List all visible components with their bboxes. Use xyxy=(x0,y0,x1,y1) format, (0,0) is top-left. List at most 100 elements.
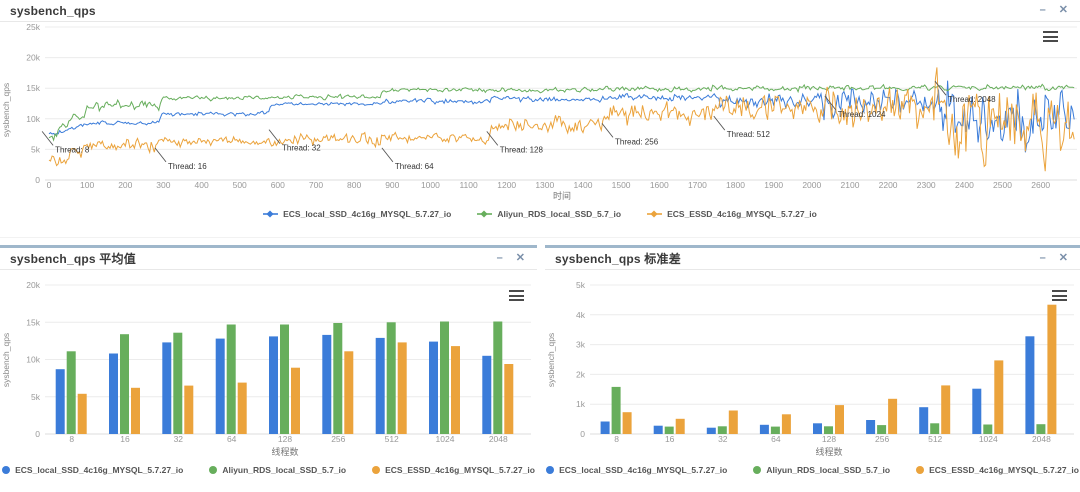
svg-text:0: 0 xyxy=(35,175,40,185)
chart-menu-icon[interactable] xyxy=(1052,290,1067,301)
legend-line-marker-icon xyxy=(477,210,493,218)
svg-text:512: 512 xyxy=(928,434,942,444)
legend-label: Aliyun_RDS_local_SSD_5.7_io xyxy=(497,209,622,219)
svg-text:10k: 10k xyxy=(26,355,40,365)
svg-text:2k: 2k xyxy=(576,369,586,379)
svg-text:2048: 2048 xyxy=(489,434,508,444)
svg-text:Thread: 256: Thread: 256 xyxy=(615,137,659,146)
legend-label: ECS_local_SSD_4c16g_MYSQL_5.7.27_io xyxy=(283,209,452,219)
svg-text:256: 256 xyxy=(875,434,889,444)
svg-text:时间: 时间 xyxy=(553,190,571,201)
svg-text:1100: 1100 xyxy=(459,180,478,190)
svg-text:Thread: 32: Thread: 32 xyxy=(282,144,321,153)
svg-text:2000: 2000 xyxy=(802,180,821,190)
minimize-icon[interactable]: – xyxy=(1039,252,1046,264)
svg-text:线程数: 线程数 xyxy=(815,446,842,457)
svg-text:4k: 4k xyxy=(576,310,586,320)
legend-item: ECS_ESSD_4c16g_MYSQL_5.7.27_io xyxy=(647,209,817,219)
bar-chart-average-canvas[interactable]: 0 5k 10k 15k 20k sysbench_qps 8 16 32 64 128 256 512… xyxy=(0,270,537,460)
svg-text:1500: 1500 xyxy=(612,180,631,190)
svg-text:Thread: 512: Thread: 512 xyxy=(727,130,771,139)
svg-text:Thread: 16: Thread: 16 xyxy=(168,162,207,171)
panel-title-average: sysbench_qps 平均值 xyxy=(10,252,136,266)
svg-text:64: 64 xyxy=(771,434,781,444)
svg-text:16: 16 xyxy=(120,434,130,444)
legend-item: ECS_ESSD_4c16g_MYSQL_5.7.27_io xyxy=(916,465,1079,475)
panel-header-stddev: sysbench_qps 标准差 – ✕ xyxy=(545,248,1080,270)
svg-text:900: 900 xyxy=(385,180,399,190)
close-icon[interactable]: ✕ xyxy=(1058,4,1068,16)
panel-window-controls: – ✕ xyxy=(1040,5,1068,16)
svg-text:512: 512 xyxy=(385,434,399,444)
legend-item: ECS_ESSD_4c16g_MYSQL_5.7.27_io xyxy=(372,465,535,475)
svg-text:20k: 20k xyxy=(26,53,40,63)
legend-point-icon xyxy=(916,466,925,474)
svg-text:Thread: 2048: Thread: 2048 xyxy=(948,95,996,104)
svg-text:2300: 2300 xyxy=(917,180,936,190)
svg-text:2500: 2500 xyxy=(993,180,1012,190)
svg-text:20k: 20k xyxy=(26,280,40,290)
close-icon[interactable]: ✕ xyxy=(1058,252,1068,264)
svg-text:1k: 1k xyxy=(576,399,586,409)
legend-point-icon xyxy=(546,466,555,474)
close-icon[interactable]: ✕ xyxy=(515,252,525,264)
svg-text:128: 128 xyxy=(822,434,836,444)
svg-text:800: 800 xyxy=(347,180,361,190)
svg-text:400: 400 xyxy=(195,180,209,190)
svg-text:Thread: 128: Thread: 128 xyxy=(500,145,544,154)
svg-text:2048: 2048 xyxy=(1032,434,1051,444)
bar-chart-stddev-canvas[interactable]: 0 1k 2k 3k 4k 5k sysbench_qps 8 16 32 64 128 256 512 1… xyxy=(545,270,1080,460)
svg-text:0: 0 xyxy=(35,429,40,439)
svg-text:1800: 1800 xyxy=(726,180,745,190)
svg-text:25k: 25k xyxy=(26,22,40,32)
svg-text:Thread: 64: Thread: 64 xyxy=(395,162,434,171)
svg-text:Thread: 8: Thread: 8 xyxy=(55,145,90,154)
legend-label: ECS_ESSD_4c16g_MYSQL_5.7.27_io xyxy=(929,465,1079,475)
bar-chart-stddev-legend: ECS_local_SSD_4c16g_MYSQL_5.7.27_io Aliyu… xyxy=(545,460,1080,480)
legend-point-icon xyxy=(2,466,11,474)
svg-text:32: 32 xyxy=(174,434,184,444)
legend-label: ECS_local_SSD_4c16g_MYSQL_5.7.27_io xyxy=(15,465,184,475)
legend-item: ECS_local_SSD_4c16g_MYSQL_5.7.27_io xyxy=(2,465,183,475)
legend-item: Aliyun_RDS_local_SSD_5.7_io xyxy=(209,465,346,475)
legend-point-icon xyxy=(753,466,762,474)
minimize-icon[interactable]: – xyxy=(496,252,503,264)
legend-item: ECS_local_SSD_4c16g_MYSQL_5.7.27_io xyxy=(263,209,451,219)
line-chart-canvas[interactable]: 0 5k 10k 15k 20k 25k sysbench_qps 0 100 200 300 400… xyxy=(0,22,1080,204)
svg-text:1600: 1600 xyxy=(650,180,669,190)
panel-header-average: sysbench_qps 平均值 – ✕ xyxy=(0,248,537,270)
svg-text:1300: 1300 xyxy=(535,180,554,190)
svg-text:2100: 2100 xyxy=(841,180,860,190)
svg-text:1200: 1200 xyxy=(497,180,516,190)
legend-line-marker-icon xyxy=(263,210,279,218)
svg-text:0: 0 xyxy=(47,180,52,190)
legend-label: Aliyun_RDS_local_SSD_5.7_io xyxy=(222,465,347,475)
svg-text:600: 600 xyxy=(271,180,285,190)
svg-text:128: 128 xyxy=(278,434,292,444)
svg-text:32: 32 xyxy=(718,434,728,444)
svg-text:sysbench_qps: sysbench_qps xyxy=(546,333,556,387)
chart-menu-icon[interactable] xyxy=(509,290,524,301)
svg-text:1900: 1900 xyxy=(764,180,783,190)
svg-text:10k: 10k xyxy=(26,114,40,124)
svg-text:5k: 5k xyxy=(576,280,586,290)
svg-text:300: 300 xyxy=(156,180,170,190)
svg-text:1000: 1000 xyxy=(421,180,440,190)
panel-window-controls: – ✕ xyxy=(1040,253,1068,264)
svg-text:2400: 2400 xyxy=(955,180,974,190)
svg-text:5k: 5k xyxy=(31,144,41,154)
minimize-icon[interactable]: – xyxy=(1039,4,1046,16)
legend-label: ECS_ESSD_4c16g_MYSQL_5.7.27_io xyxy=(667,209,817,219)
svg-text:sysbench_qps: sysbench_qps xyxy=(1,83,11,137)
svg-text:16: 16 xyxy=(665,434,675,444)
svg-text:200: 200 xyxy=(118,180,132,190)
legend-item: Aliyun_RDS_local_SSD_5.7_io xyxy=(477,209,621,219)
svg-text:0: 0 xyxy=(580,429,585,439)
svg-text:500: 500 xyxy=(233,180,247,190)
svg-text:1700: 1700 xyxy=(688,180,707,190)
legend-item: Aliyun_RDS_local_SSD_5.7_io xyxy=(753,465,890,475)
line-chart-legend: ECS_local_SSD_4c16g_MYSQL_5.7.27_io Aliyu… xyxy=(0,204,1080,224)
svg-text:700: 700 xyxy=(309,180,323,190)
chart-menu-icon[interactable] xyxy=(1043,31,1058,42)
